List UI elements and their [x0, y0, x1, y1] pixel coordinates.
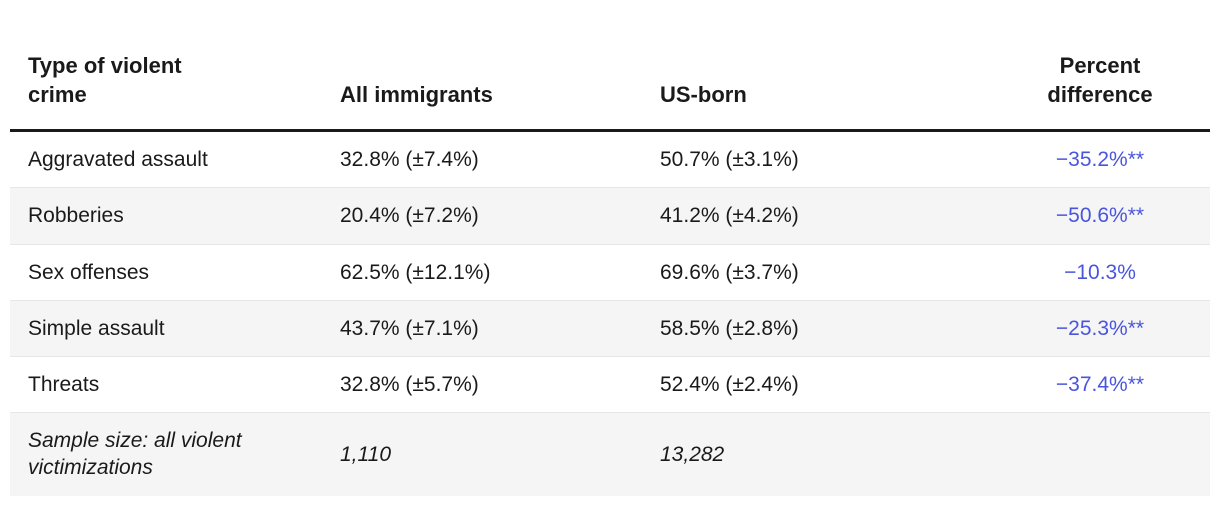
- header-percent-difference-label: Percent difference: [1047, 53, 1153, 107]
- cell-percent-difference: −25.3%**: [1055, 316, 1145, 340]
- table-row-aggravated-assault: Aggravated assault 32.8% (±7.4%) 50.7% (…: [10, 130, 1210, 188]
- header-us-born: US-born: [660, 0, 990, 133]
- cell-sample-size-all-immigrants: 1,110: [340, 442, 391, 466]
- table-row-robberies: Robberies 20.4% (±7.2%) 41.2% (±4.2%) −5…: [10, 187, 1210, 245]
- cell-us-born: 41.2% (±4.2%): [660, 204, 799, 228]
- cell-sample-size-label: Sample size: all violent victimizations: [10, 413, 340, 496]
- crime-comparison-table: Type of violent crime All immigrants US-…: [10, 0, 1210, 496]
- header-all-immigrants: All immigrants: [340, 0, 660, 133]
- cell-all-immigrants: 20.4% (±7.2%): [340, 204, 479, 228]
- cell-us-born: 58.5% (±2.8%): [660, 316, 799, 340]
- cell-all-immigrants: 43.7% (±7.1%): [340, 316, 479, 340]
- table-row-threats: Threats 32.8% (±5.7%) 52.4% (±2.4%) −37.…: [10, 356, 1210, 413]
- cell-all-immigrants: 62.5% (±12.1%): [340, 260, 491, 284]
- table-row-sample-size: Sample size: all violent victimizations …: [10, 412, 1210, 496]
- cell-us-born: 52.4% (±2.4%): [660, 372, 799, 396]
- cell-sample-size-percent-difference: [990, 413, 1210, 496]
- table-header: Type of violent crime All immigrants US-…: [10, 0, 1210, 133]
- header-row: Type of violent crime All immigrants US-…: [10, 0, 1210, 133]
- cell-percent-difference: −35.2%**: [1055, 148, 1145, 172]
- cell-all-immigrants: 32.8% (±7.4%): [340, 148, 479, 172]
- crime-comparison-table-wrap: Type of violent crime All immigrants US-…: [10, 0, 1210, 496]
- cell-crime: Robberies: [28, 204, 124, 228]
- sample-size-label-text: Sample size: all violent victimizations: [28, 429, 242, 480]
- header-crime-type-label: Type of violent crime: [28, 53, 182, 107]
- cell-crime: Simple assault: [28, 316, 165, 340]
- table-body: Aggravated assault 32.8% (±7.4%) 50.7% (…: [10, 130, 1210, 496]
- header-crime-type: Type of violent crime: [10, 0, 340, 133]
- cell-sample-size-us-born: 13,282: [660, 442, 725, 466]
- cell-us-born: 50.7% (±3.1%): [660, 148, 799, 172]
- cell-percent-difference: −37.4%**: [1055, 372, 1145, 396]
- header-percent-difference: Percent difference: [990, 0, 1210, 133]
- table-row-sex-offenses: Sex offenses 62.5% (±12.1%) 69.6% (±3.7%…: [10, 244, 1210, 301]
- cell-percent-difference: −10.3%: [1064, 260, 1136, 284]
- cell-crime: Aggravated assault: [28, 148, 208, 172]
- cell-crime: Sex offenses: [28, 260, 150, 284]
- table-row-simple-assault: Simple assault 43.7% (±7.1%) 58.5% (±2.8…: [10, 300, 1210, 357]
- cell-all-immigrants: 32.8% (±5.7%): [340, 372, 479, 396]
- cell-us-born: 69.6% (±3.7%): [660, 260, 799, 284]
- cell-percent-difference: −50.6%**: [1055, 204, 1145, 228]
- cell-crime: Threats: [28, 372, 100, 396]
